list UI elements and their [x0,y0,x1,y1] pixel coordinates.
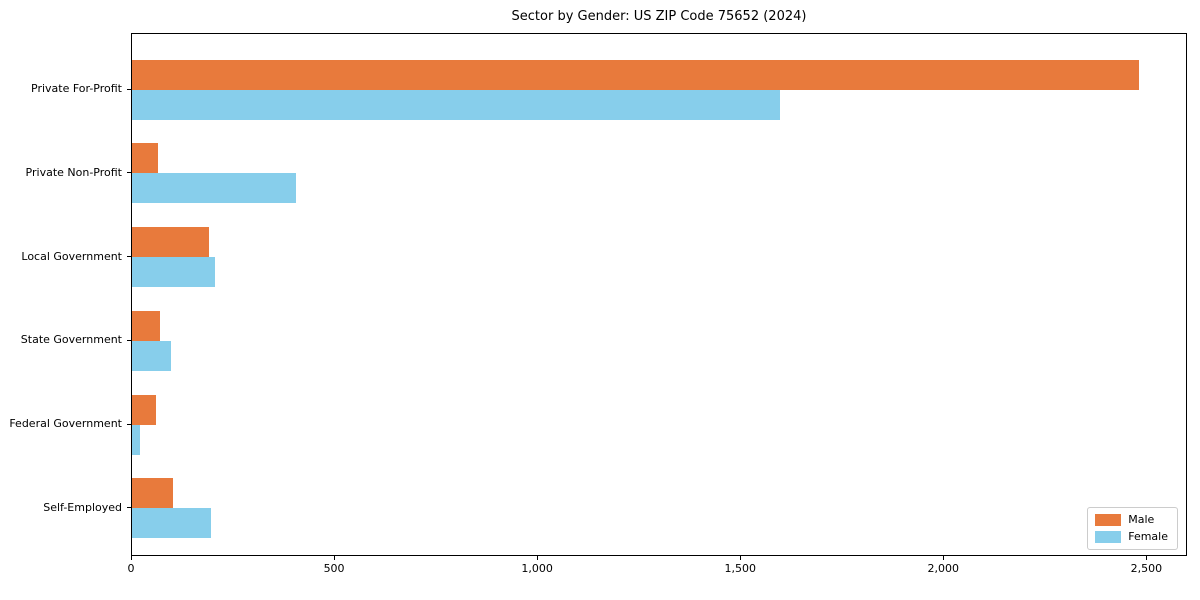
x-tick-label: 500 [323,562,345,575]
x-tick-mark [740,556,742,560]
legend-item-male: Male [1095,514,1168,526]
bars-layer [132,34,1186,555]
y-tick-mark [127,256,131,258]
male-swatch [1095,514,1122,526]
bar-female-2 [132,257,216,288]
bar-male-3 [132,310,161,341]
x-tick-mark [1146,556,1148,560]
y-tick-mark [127,507,131,509]
x-tick-label: 1,500 [724,562,756,575]
y-tick-label: Federal Government [9,417,122,431]
plot-area: Male Female [131,33,1187,556]
x-tick-mark [131,556,132,560]
bar-female-0 [132,89,780,120]
bar-male-1 [132,143,159,174]
y-tick-label: Self-Employed [43,500,122,514]
x-tick-label: 2,500 [1130,562,1163,575]
bar-female-5 [132,508,212,539]
y-tick-mark [127,339,131,341]
bar-male-5 [132,478,173,509]
y-tick-label: Private Non-Profit [25,165,122,179]
x-tick-mark [334,556,336,560]
legend-label-female: Female [1128,530,1168,543]
legend-item-female: Female [1095,531,1168,543]
y-tick-mark [127,88,131,90]
legend-label-male: Male [1128,513,1155,526]
legend: Male Female [1087,507,1178,550]
x-tick-label: 2,000 [927,562,960,575]
bar-male-2 [132,227,210,258]
female-swatch [1095,531,1122,543]
x-tick-label: 1,000 [521,562,553,575]
x-tick-mark [537,556,539,560]
chart-title: Sector by Gender: US ZIP Code 75652 (202… [511,9,807,24]
y-tick-mark [127,172,131,174]
y-tick-label: Private For-Profit [31,82,122,96]
bar-female-1 [132,173,297,204]
bar-female-3 [132,340,171,371]
bar-male-0 [132,59,1140,90]
y-tick-label: State Government [20,333,122,347]
x-tick-mark [943,556,945,560]
x-tick-label: 0 [127,562,135,575]
y-tick-label: Local Government [21,249,122,263]
y-tick-mark [127,423,131,425]
bar-male-4 [132,394,157,425]
bar-female-4 [132,424,141,455]
